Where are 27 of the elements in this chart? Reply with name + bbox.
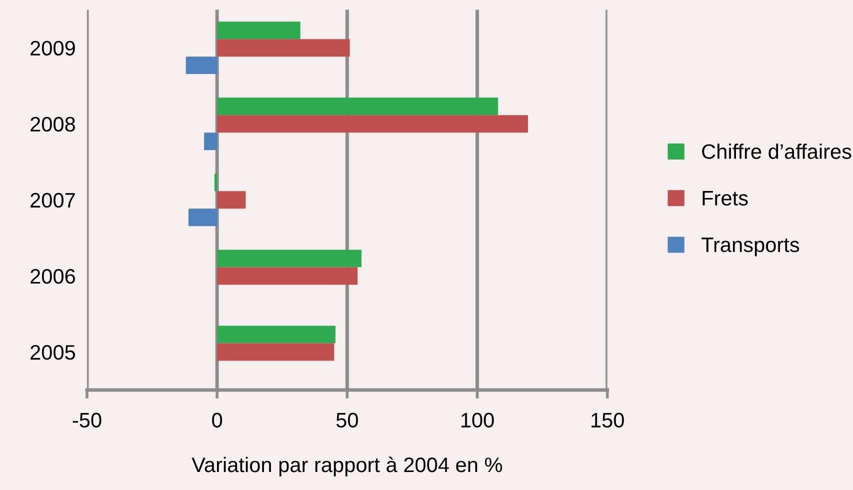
x-tick-label: -50 bbox=[72, 412, 102, 428]
bar bbox=[217, 22, 300, 40]
bar bbox=[214, 174, 218, 192]
bar bbox=[217, 191, 246, 209]
x-tick-label: 150 bbox=[592, 412, 624, 428]
x-tick-label: 100 bbox=[461, 412, 494, 428]
y-tick-label: 2007 bbox=[30, 192, 75, 208]
y-tick-label: 2005 bbox=[30, 345, 76, 360]
bar bbox=[188, 208, 218, 226]
y-tick-label: 2008 bbox=[30, 116, 75, 132]
legend-label: Chiffre d’affaires bbox=[702, 144, 852, 159]
y-tick-label: 2009 bbox=[30, 40, 75, 56]
bar bbox=[217, 98, 498, 116]
bar bbox=[217, 115, 528, 133]
bar bbox=[204, 132, 218, 150]
x-axis-title: Variation par rapport à 2004 en % bbox=[192, 456, 502, 476]
bar bbox=[217, 326, 336, 344]
bar bbox=[217, 39, 350, 57]
x-tick-label: 50 bbox=[336, 412, 358, 428]
bar bbox=[217, 267, 358, 285]
bar bbox=[217, 343, 334, 361]
legend-label: Transports bbox=[702, 238, 800, 256]
bar bbox=[186, 56, 218, 74]
legend-label: Frets bbox=[702, 191, 748, 206]
y-tick-label: 2006 bbox=[30, 268, 75, 284]
x-tick-label: 0 bbox=[212, 412, 222, 428]
bar bbox=[217, 250, 362, 268]
